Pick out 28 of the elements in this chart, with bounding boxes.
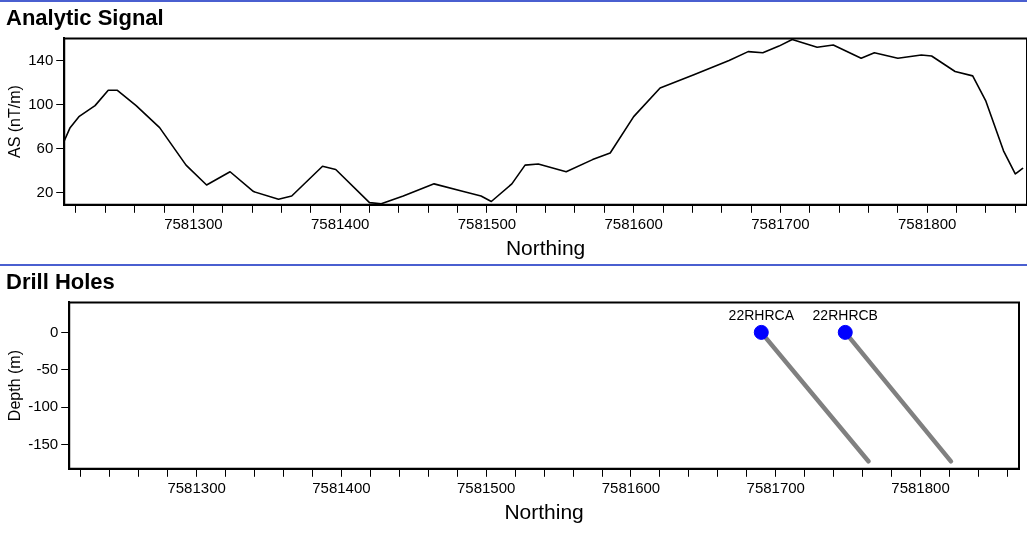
x-tick-label: 7581300 — [164, 214, 223, 232]
x-tick-label: 7581400 — [310, 214, 370, 232]
chart-title: Analytic Signal — [6, 5, 164, 31]
y-tick-label: 0 — [49, 322, 59, 340]
y-axis-title: AS (nT/m) — [6, 85, 24, 159]
chart-title: Drill Holes — [6, 269, 115, 295]
x-tick-label: 7581300 — [167, 478, 226, 496]
y-tick-label: -100 — [28, 397, 59, 415]
x-tick-label: 7581500 — [457, 214, 517, 232]
y-axis-title: Depth (m) — [6, 350, 24, 422]
x-tick-label: 7581400 — [312, 478, 371, 496]
annotation: 22RHRCB — [812, 307, 878, 324]
x-tick-label: 7581500 — [456, 478, 516, 496]
y-tick-label: 100 — [28, 94, 54, 112]
annotation: 22RHRCA — [728, 307, 795, 324]
x-tick-label: 7581700 — [751, 214, 810, 232]
y-tick-label: -50 — [36, 360, 59, 377]
y-tick-label: 140 — [28, 50, 54, 68]
x-tick-label: 7581800 — [891, 478, 950, 496]
y-tick-label: 20 — [36, 182, 54, 200]
x-tick-label: 7581600 — [601, 478, 661, 496]
x-tick-label: 7581600 — [604, 214, 663, 232]
x-axis-title: Northing — [504, 500, 584, 524]
y-tick-label: 60 — [36, 138, 54, 156]
x-axis-title: Northing — [505, 236, 586, 260]
x-tick-label: 7581700 — [746, 478, 805, 496]
x-tick-label: 7581800 — [898, 214, 957, 232]
y-tick-label: -150 — [28, 434, 59, 452]
